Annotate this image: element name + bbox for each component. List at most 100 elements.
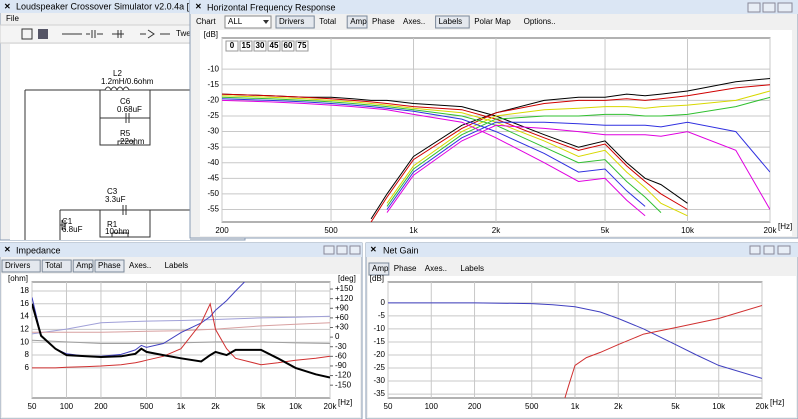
series-line [222,93,688,204]
y2-tick-label: -120 [335,371,352,380]
series-line [222,96,662,213]
toolbar-label: Axes.. [425,264,447,273]
y-tick-label: -25 [373,363,385,372]
legend-box [267,40,281,52]
dropdown[interactable] [224,15,272,29]
y-tick-label: -25 [207,111,219,120]
component-value: 6.8uF [62,225,83,234]
window-title: Impedance [16,245,61,255]
toolbar-button[interactable] [346,15,368,29]
y2-tick-label: -90 [335,361,347,370]
x-tick-label: 200 [94,402,108,411]
toolbar-label: Phase [98,261,121,270]
y-axis-label: [ohm] [8,274,28,283]
series-line [222,95,688,217]
series-line [32,302,330,369]
x-tick-label: 100 [425,402,439,411]
y-tick-label: -55 [207,205,219,214]
y-tick-label: -35 [207,142,219,151]
component-label: C3 [107,187,118,196]
toolbar-label: Axes.. [403,17,425,26]
legend-label: 30 [256,41,265,50]
window-title: Horizontal Frequency Response [207,2,336,12]
legend-label: 60 [284,41,293,50]
x-tick-label: 500 [140,402,154,411]
title-bar [0,243,362,257]
components [60,205,129,238]
dropdown-arrow [263,20,269,24]
maximize-button[interactable] [336,245,348,255]
y-tick-label: -35 [373,389,385,398]
close-button[interactable] [349,245,361,255]
window-title: Loudspeaker Crossover Simulator v2.0.4a … [16,1,233,11]
y-tick-label: 14 [20,312,29,321]
series-line [386,96,770,207]
x-axis-label: [Hz] [338,398,352,407]
toolbar-label: Chart [196,17,216,26]
y2-axis-label: [deg] [338,274,356,283]
y2-tick-label: +90 [335,303,349,312]
component-label: R5 [120,129,131,138]
toolbar-button[interactable] [435,15,470,29]
y-tick-label: -20 [373,350,385,359]
toolbar-label: Labels [439,17,463,26]
x-tick-label: 2k [492,226,501,235]
y-tick-label: -10 [373,324,385,333]
toolbar-button[interactable] [41,259,72,273]
y-tick-label: -5 [378,311,386,320]
x-tick-label: 5k [257,402,266,411]
series-line [32,322,330,333]
x-tick-label: 200 [215,226,229,235]
toolbar-button[interactable] [94,259,125,273]
maximize-button[interactable] [763,245,775,255]
x-axis-label: [Hz] [778,222,792,231]
minimize-button[interactable] [323,245,335,255]
toolbar-label: Amp [350,17,367,26]
toolbar-label: Labels [460,264,484,273]
minimize-button[interactable] [747,2,761,13]
y-tick-label: 6 [25,363,30,372]
y-tick-label: -45 [207,173,219,182]
menu-item[interactable]: File [6,14,19,23]
component-value: 3.3uF [105,195,126,204]
window-title: Net Gain [383,245,419,255]
maximize-button[interactable] [762,2,776,13]
y-tick-label: 8 [25,350,30,359]
component-label: R1 [107,220,118,229]
x-tick-label: 20k [756,402,770,411]
x-tick-label: 10k [712,402,726,411]
toolbar-button[interactable] [72,259,94,273]
minimize-button[interactable] [749,245,761,255]
toolbar-label: Phase [372,17,395,26]
y2-tick-label: +30 [335,323,349,332]
x-tick-label: 500 [324,226,338,235]
x-tick-label: 10k [681,226,695,235]
close-button[interactable] [777,245,791,255]
toolbar-label: Polar Map [474,17,511,26]
y-tick-label: -15 [373,337,385,346]
y-tick-label: -10 [207,64,219,73]
series-line [564,305,762,398]
app-icon: ✕ [4,245,11,254]
legend-box [281,40,295,52]
y-tick-label: 12 [20,325,29,334]
toolbar-button[interactable] [1,259,41,273]
y2-tick-label: +60 [335,313,349,322]
toolbar-button[interactable] [275,15,315,29]
title-bar [190,0,798,14]
y2-tick-label: -150 [335,380,352,389]
toolbar-label: Amp [372,264,389,273]
open-button[interactable] [21,28,33,40]
x-tick-label: 5k [601,226,610,235]
series-line [370,78,770,220]
x-tick-label: 20k [764,226,778,235]
series-line [222,93,688,210]
y2-tick-label: +150 [335,284,354,293]
component-value: 1.2mH/0.6ohm [101,77,154,86]
close-button[interactable] [777,2,793,13]
y-tick-label: -30 [207,127,219,136]
toolbar-button[interactable] [368,262,390,276]
component-icons[interactable] [62,29,170,39]
toolbar-text: Twee [176,29,196,38]
save-button[interactable] [38,29,48,39]
